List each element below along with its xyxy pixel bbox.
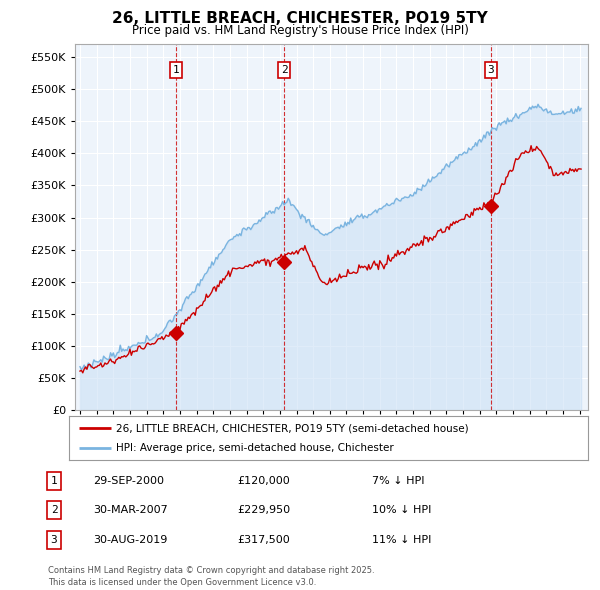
Text: 3: 3	[50, 535, 58, 545]
Text: 29-SEP-2000: 29-SEP-2000	[93, 476, 164, 486]
Text: HPI: Average price, semi-detached house, Chichester: HPI: Average price, semi-detached house,…	[116, 443, 394, 453]
Text: 11% ↓ HPI: 11% ↓ HPI	[372, 535, 431, 545]
Text: 2: 2	[50, 506, 58, 515]
Text: Contains HM Land Registry data © Crown copyright and database right 2025.
This d: Contains HM Land Registry data © Crown c…	[48, 566, 374, 587]
Text: 7% ↓ HPI: 7% ↓ HPI	[372, 476, 425, 486]
Text: Price paid vs. HM Land Registry's House Price Index (HPI): Price paid vs. HM Land Registry's House …	[131, 24, 469, 37]
Text: 3: 3	[488, 65, 494, 75]
Text: 10% ↓ HPI: 10% ↓ HPI	[372, 506, 431, 515]
Text: £120,000: £120,000	[237, 476, 290, 486]
Text: 2: 2	[281, 65, 287, 75]
Text: 26, LITTLE BREACH, CHICHESTER, PO19 5TY (semi-detached house): 26, LITTLE BREACH, CHICHESTER, PO19 5TY …	[116, 424, 469, 433]
Text: 26, LITTLE BREACH, CHICHESTER, PO19 5TY: 26, LITTLE BREACH, CHICHESTER, PO19 5TY	[112, 11, 488, 25]
Text: 30-AUG-2019: 30-AUG-2019	[93, 535, 167, 545]
Text: 1: 1	[172, 65, 179, 75]
Text: £317,500: £317,500	[237, 535, 290, 545]
Text: £229,950: £229,950	[237, 506, 290, 515]
Text: 30-MAR-2007: 30-MAR-2007	[93, 506, 168, 515]
Text: 1: 1	[50, 476, 58, 486]
